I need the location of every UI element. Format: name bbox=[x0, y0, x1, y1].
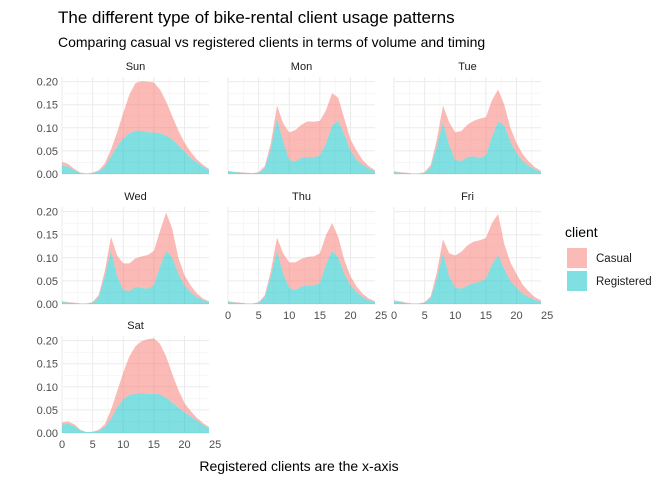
x-tick-label: 15 bbox=[148, 439, 160, 451]
area-registered bbox=[394, 253, 541, 304]
legend-label-casual: Casual bbox=[596, 253, 632, 265]
x-tick-label: 0 bbox=[59, 439, 65, 451]
x-tick-label: 10 bbox=[283, 310, 295, 322]
y-tick-label: 0.20 bbox=[37, 207, 58, 219]
area-casual bbox=[62, 338, 209, 433]
x-tick-label: 20 bbox=[510, 310, 522, 322]
facet-mon: Mon bbox=[227, 61, 375, 175]
x-tick-label: 10 bbox=[117, 439, 129, 451]
area-casual bbox=[228, 93, 375, 174]
legend-label-registered: Registered bbox=[596, 276, 652, 288]
facet-sun: Sun 0.00 0.05 0.10 0.15 0.20 bbox=[37, 61, 209, 181]
y-tick-label: 0.10 bbox=[37, 382, 58, 394]
area-registered bbox=[394, 121, 541, 174]
facet-fri: Fri 0 5 10 15 20 25 bbox=[391, 191, 553, 322]
x-tick-label: 20 bbox=[178, 439, 190, 451]
facet-label: Sun bbox=[126, 61, 146, 73]
y-tick-label: 0.20 bbox=[37, 336, 58, 348]
legend-key-registered bbox=[567, 271, 587, 291]
x-tick-label: 5 bbox=[256, 310, 262, 322]
facet-thu: Thu 0 5 10 15 20 25 bbox=[225, 191, 387, 322]
area-casual bbox=[62, 81, 209, 174]
facet-label: Mon bbox=[291, 61, 312, 73]
facet-wed: Wed 0.00 0.05 0.10 0.15 0.20 bbox=[37, 191, 209, 311]
chart-title: The different type of bike-rental client… bbox=[58, 8, 455, 27]
x-tick-label: 0 bbox=[225, 310, 231, 322]
facet-label: Thu bbox=[292, 191, 311, 203]
legend-title: client bbox=[565, 224, 598, 240]
facet-panels: Sun 0.00 0.05 0.10 0.15 0.20 Mon Tue Wed 0.00 0.05… bbox=[37, 61, 554, 451]
x-tick-label: 0 bbox=[391, 310, 397, 322]
x-tick-label: 25 bbox=[209, 439, 221, 451]
facet-label: Wed bbox=[124, 191, 146, 203]
area-registered bbox=[228, 118, 375, 174]
x-tick-label: 20 bbox=[344, 310, 356, 322]
chart-subtitle: Comparing casual vs registered clients i… bbox=[58, 34, 485, 50]
area-casual bbox=[394, 213, 541, 304]
x-tick-label: 15 bbox=[314, 310, 326, 322]
y-tick-label: 0.15 bbox=[37, 230, 58, 242]
x-tick-label: 25 bbox=[375, 310, 387, 322]
legend-key-casual bbox=[567, 248, 587, 268]
facet-label: Sat bbox=[127, 320, 144, 332]
x-axis-title: Registered clients are the x-axis bbox=[199, 458, 398, 474]
x-tick-label: 25 bbox=[541, 310, 553, 322]
area-casual bbox=[394, 89, 541, 174]
facet-label: Tue bbox=[458, 61, 477, 73]
area-casual bbox=[62, 212, 209, 304]
y-tick-label: 0.15 bbox=[37, 100, 58, 112]
x-tick-label: 5 bbox=[90, 439, 96, 451]
area-casual bbox=[228, 223, 375, 304]
area-registered bbox=[62, 130, 209, 174]
x-tick-label: 10 bbox=[449, 310, 461, 322]
y-tick-label: 0.15 bbox=[37, 359, 58, 371]
facet-label: Fri bbox=[461, 191, 474, 203]
y-tick-label: 0.10 bbox=[37, 123, 58, 135]
y-tick-label: 0.00 bbox=[37, 428, 58, 440]
y-tick-label: 0.05 bbox=[37, 146, 58, 158]
y-tick-label: 0.00 bbox=[37, 169, 58, 181]
y-tick-label: 0.05 bbox=[37, 405, 58, 417]
x-tick-label: 5 bbox=[422, 310, 428, 322]
y-tick-label: 0.10 bbox=[37, 253, 58, 265]
y-tick-label: 0.05 bbox=[37, 276, 58, 288]
legend: client Casual Registered bbox=[565, 224, 652, 292]
area-registered bbox=[62, 393, 209, 433]
area-registered bbox=[62, 250, 209, 304]
y-tick-label: 0.20 bbox=[37, 77, 58, 89]
facet-tue: Tue bbox=[393, 61, 541, 175]
y-tick-label: 0.00 bbox=[37, 299, 58, 311]
area-registered bbox=[228, 250, 375, 304]
facet-sat: Sat 0.00 0.05 0.10 0.15 0.20 0 5 10 15 20 25 bbox=[37, 320, 222, 451]
x-tick-label: 15 bbox=[480, 310, 492, 322]
